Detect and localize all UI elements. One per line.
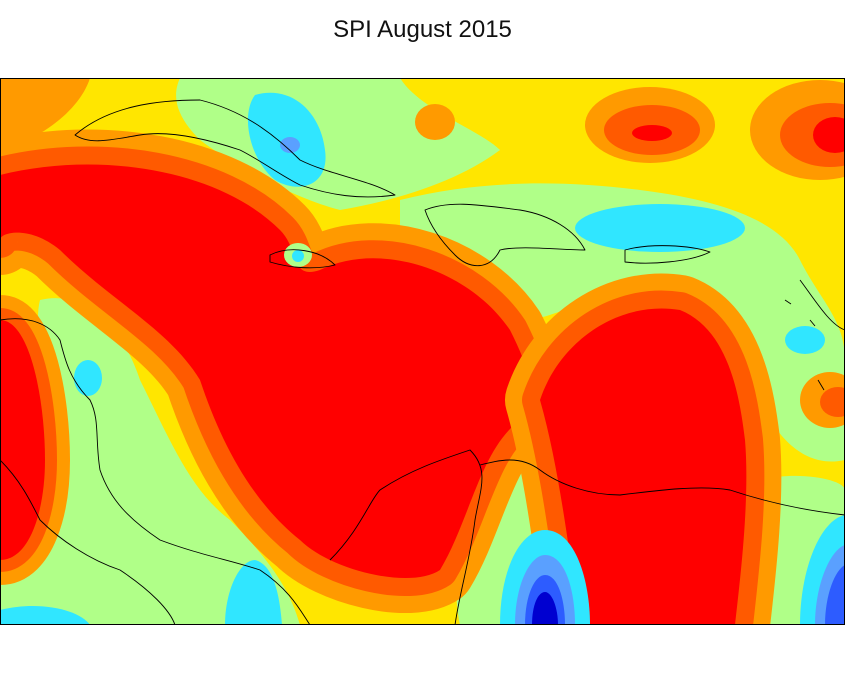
band-orange <box>0 78 90 150</box>
contour-field <box>0 78 845 625</box>
coastlines <box>0 99 845 625</box>
band-wet <box>0 92 845 625</box>
band-dry <box>0 80 845 625</box>
map-title: SPI August 2015 <box>333 16 512 43</box>
